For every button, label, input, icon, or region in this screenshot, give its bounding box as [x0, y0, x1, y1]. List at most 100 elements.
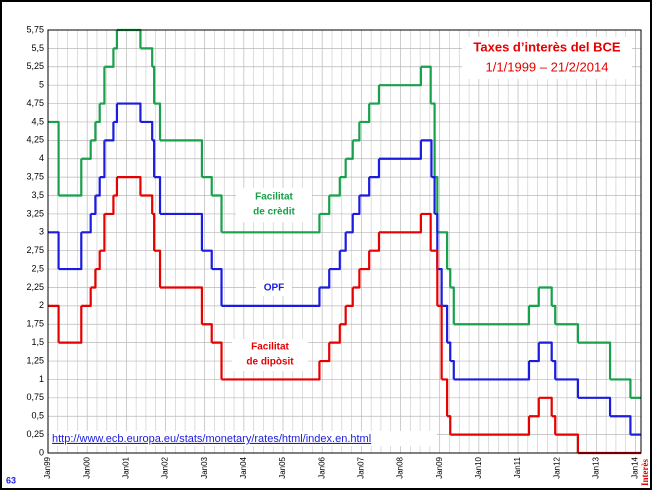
y-tick-label: 3,25	[26, 208, 44, 218]
rate-step	[154, 249, 162, 288]
rate-step	[319, 195, 331, 216]
rate-step	[104, 48, 115, 68]
x-tick-label: Jan99	[43, 456, 52, 478]
source-link[interactable]: http://www.ecb.europa.eu/stats/monetary/…	[52, 433, 371, 445]
x-tick-label: Jan13	[591, 456, 600, 478]
rate-step	[437, 267, 443, 306]
rate-step	[154, 176, 162, 214]
rate-step	[577, 341, 612, 380]
rate-step	[430, 102, 436, 178]
annotation: Facilitat	[255, 192, 293, 203]
y-tick-label: 0	[39, 447, 44, 457]
rate-step	[453, 305, 531, 326]
x-tick-label: Jan14	[631, 456, 640, 478]
rate-step	[81, 287, 92, 307]
rate-step	[201, 323, 213, 343]
x-tick-label: Jan05	[278, 456, 287, 478]
rate-step	[116, 176, 142, 196]
rate-step	[140, 47, 154, 67]
y-tick-label: 5,5	[31, 43, 44, 53]
rate-step	[211, 341, 223, 380]
rate-step	[528, 342, 540, 363]
rate-step	[538, 341, 553, 362]
rate-step	[339, 232, 347, 252]
rate-step	[140, 194, 154, 214]
rate-step	[610, 378, 632, 398]
rate-step	[113, 103, 119, 124]
rate-step	[339, 158, 347, 179]
side-label: Interès	[640, 459, 650, 486]
rate-step	[201, 176, 213, 196]
x-tick-label: Jan01	[121, 456, 130, 478]
rate-step	[221, 287, 321, 307]
rate-step	[95, 177, 101, 197]
x-tick-label: Jan09	[435, 456, 444, 478]
y-tick-label: 2	[39, 300, 44, 310]
rate-step	[140, 120, 154, 141]
y-tick-label: 0,75	[26, 392, 44, 402]
rate-step	[160, 212, 204, 251]
rate-step	[441, 378, 449, 417]
annotation: de crèdit	[253, 207, 295, 218]
x-tick-label: Jan06	[317, 456, 326, 478]
rate-step	[345, 287, 354, 307]
y-tick-label: 5,25	[26, 61, 44, 71]
x-tick-label: Jan03	[200, 456, 209, 478]
rate-step	[90, 195, 97, 216]
rate-step	[201, 249, 213, 270]
rate-step	[441, 304, 449, 343]
rate-step	[359, 250, 371, 271]
rate-step	[329, 177, 341, 197]
rate-step	[345, 140, 354, 160]
y-tick-label: 0,25	[26, 429, 44, 439]
rate-step	[113, 30, 119, 50]
rate-step	[99, 66, 106, 105]
rate-step	[555, 433, 580, 453]
rate-step	[319, 269, 331, 289]
rate-step	[431, 176, 436, 214]
rate-step	[319, 342, 331, 363]
rate-step	[378, 140, 422, 160]
rate-step	[430, 249, 439, 306]
page-number: 63	[6, 475, 16, 485]
rate-step	[420, 139, 433, 178]
rate-step	[48, 231, 60, 270]
rate-step	[152, 139, 156, 178]
rate-step	[116, 102, 142, 122]
rate-step	[352, 195, 361, 216]
rate-step	[95, 250, 101, 271]
rate-step	[378, 213, 422, 234]
rate-step	[95, 103, 101, 124]
x-tick-label: Jan12	[552, 456, 561, 478]
rate-step	[369, 85, 381, 105]
y-tick-label: 4	[39, 153, 44, 163]
rate-step	[420, 65, 432, 104]
y-tick-label: 4,25	[26, 135, 44, 145]
rate-step	[450, 416, 531, 436]
annotation: OPF	[264, 283, 285, 294]
label-box	[236, 188, 312, 222]
y-tick-label: 0,5	[31, 411, 44, 421]
y-tick-label: 2,5	[31, 263, 44, 273]
x-tick-label: Jan08	[396, 456, 405, 478]
rate-step	[58, 158, 83, 197]
rate-step	[369, 158, 381, 179]
rate-step	[329, 324, 341, 344]
rate-step	[555, 378, 580, 398]
rate-step	[551, 304, 557, 325]
rate-step	[453, 361, 531, 381]
rate-step	[58, 305, 83, 344]
rate-step	[339, 305, 347, 326]
rate-step	[555, 323, 580, 343]
rate-step	[528, 287, 540, 307]
y-tick-label: 5,75	[26, 24, 44, 34]
rate-step	[211, 267, 223, 306]
y-tick-label: 1	[39, 374, 44, 384]
y-tick-label: 3,75	[26, 172, 44, 182]
rate-step	[441, 231, 449, 270]
rate-step	[221, 361, 321, 381]
rate-step	[610, 415, 632, 435]
rate-step	[551, 359, 557, 380]
